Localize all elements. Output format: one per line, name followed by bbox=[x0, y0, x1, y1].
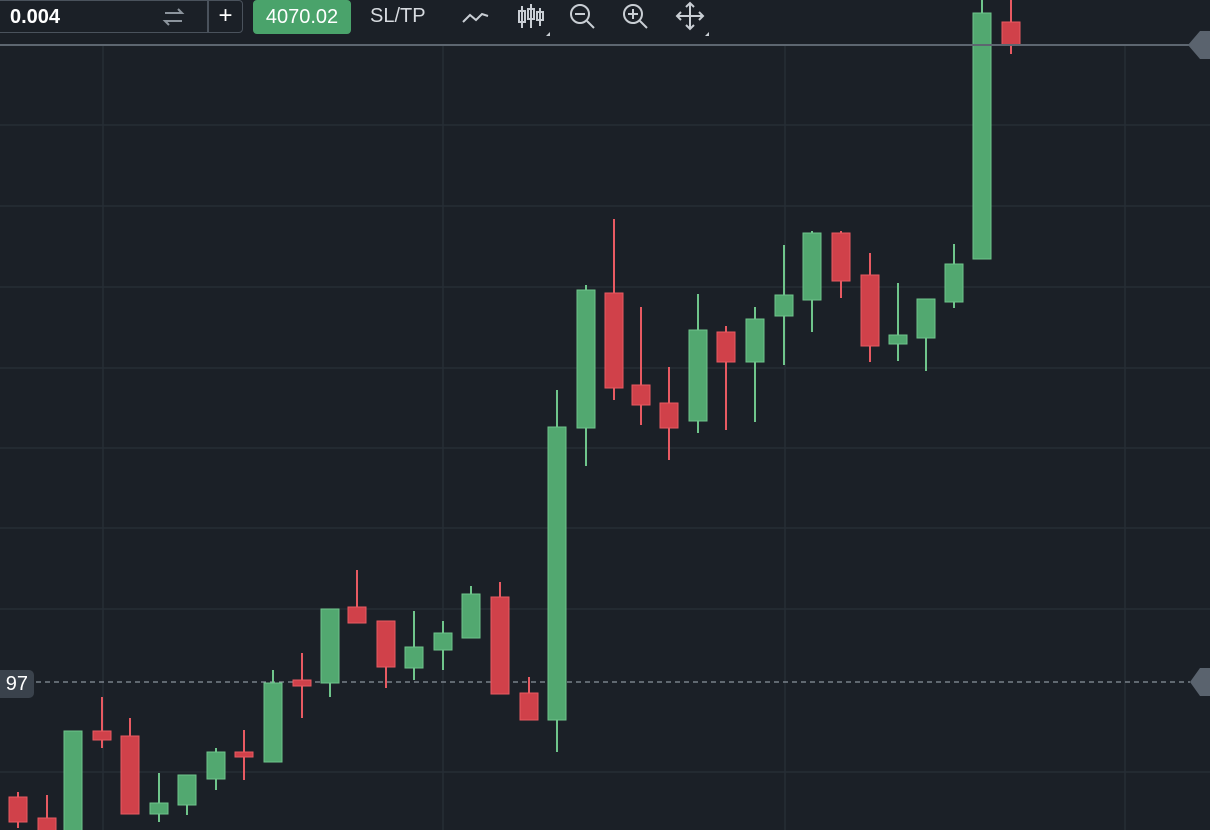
candles bbox=[8, 0, 1021, 830]
grid bbox=[0, 46, 1210, 830]
quantity-input[interactable]: 0.004 bbox=[0, 0, 208, 33]
plus-button[interactable]: + bbox=[208, 0, 243, 33]
line-chart-icon[interactable] bbox=[462, 12, 489, 23]
zoom-out-icon[interactable] bbox=[570, 4, 590, 24]
current-price-marker bbox=[1188, 31, 1210, 59]
price-marker bbox=[1190, 668, 1210, 696]
price-line-label: 97 bbox=[0, 670, 34, 698]
zoom-in-icon[interactable] bbox=[623, 4, 643, 24]
buy-price-button[interactable]: 4070.02 bbox=[253, 0, 351, 34]
sl-tp-button[interactable]: SL/TP bbox=[370, 5, 426, 27]
toolbar-icons bbox=[162, 1, 709, 36]
swap-icon[interactable] bbox=[162, 8, 185, 26]
move-icon[interactable] bbox=[675, 1, 705, 31]
quantity-value: 0.004 bbox=[10, 6, 61, 28]
candle-chart-icon[interactable] bbox=[518, 4, 544, 28]
